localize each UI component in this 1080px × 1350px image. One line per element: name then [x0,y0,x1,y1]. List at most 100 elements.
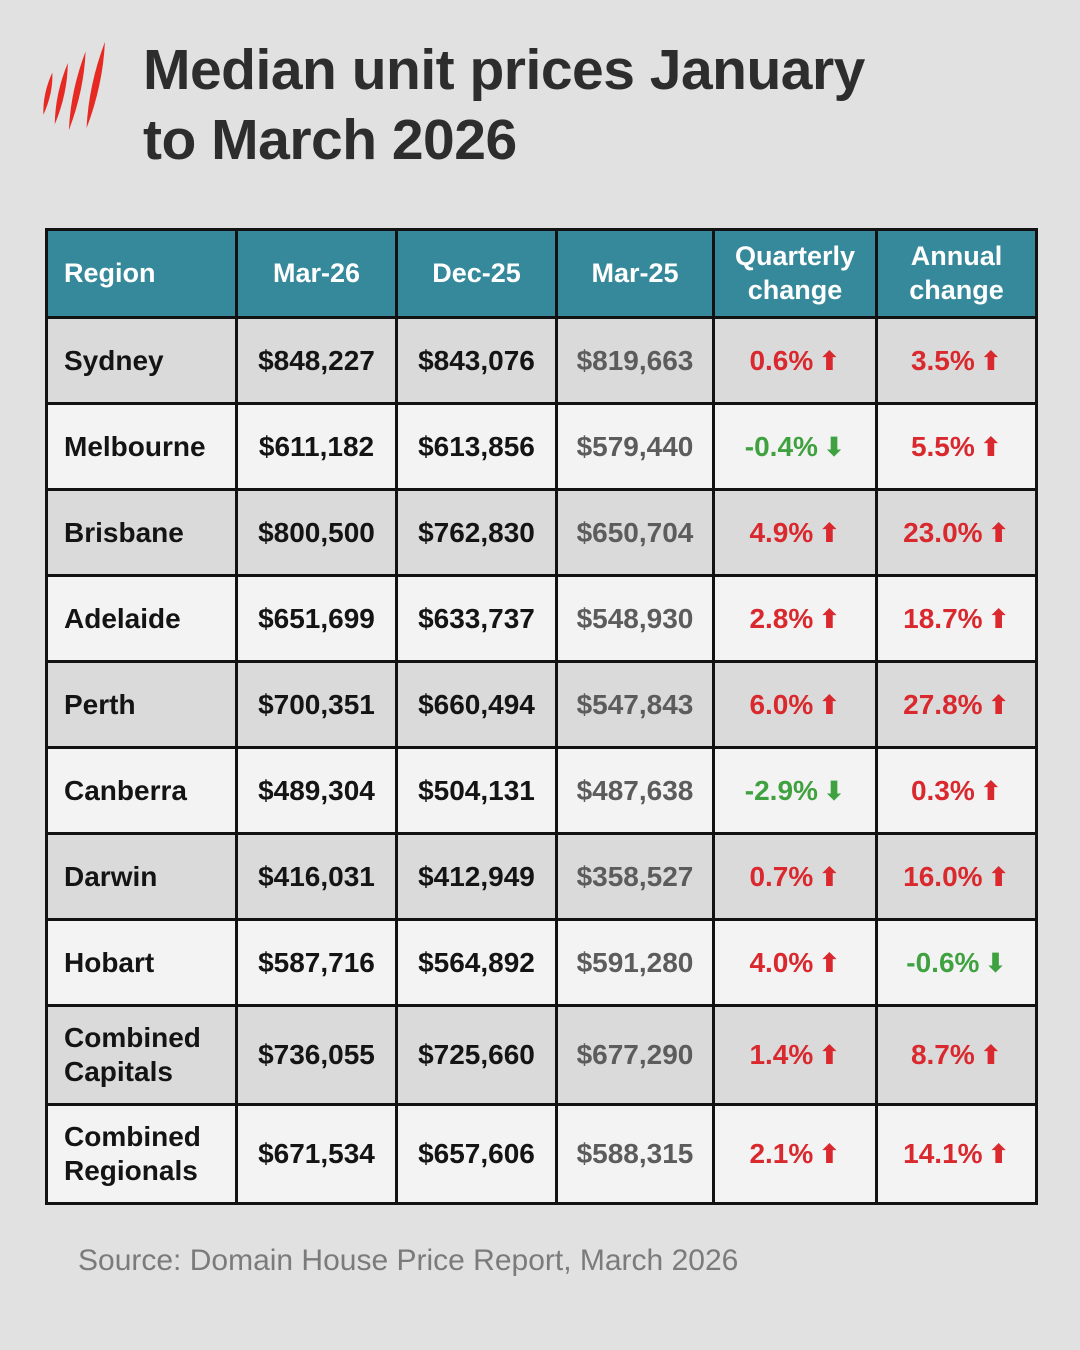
page-title-line2: to March 2026 [143,107,517,172]
region-cell: Melbourne [45,402,238,491]
quarterly-change-cell: -0.4% ⬇ [712,402,878,491]
median-unit-prices-table: Region Mar-26 Dec-25 Mar-25 Quarterly ch… [45,228,1038,1205]
mar25-cell: $588,315 [555,1103,715,1205]
mar25-cell: $547,843 [555,660,715,749]
page-title: Median unit prices January to March 2026 [143,36,1043,175]
quarterly-change-cell: -2.9% ⬇ [712,746,878,835]
change-value: 4.9% [749,516,814,548]
annual-change-cell: 27.8% ⬆ [875,660,1038,749]
annual-change-cell: 8.7% ⬆ [875,1004,1038,1106]
mar26-cell: $416,031 [235,832,398,921]
mar26-cell: $736,055 [235,1004,398,1106]
column-header-annual-change: Annual change [875,228,1038,319]
up-arrow-icon: ⬆ [987,517,1010,549]
table-row: Melbourne $611,182 $613,856 $579,440 -0.4% ⬇ 5… [45,402,1038,491]
table-row: Canberra $489,304 $504,131 $487,638 -2.9% ⬇ 0.… [45,746,1038,835]
change-value: 4.0% [749,946,814,978]
change-value: 14.1% [903,1138,983,1169]
dec25-cell: $660,494 [395,660,558,749]
region-cell: Sydney [45,316,238,405]
down-arrow-icon: ⬇ [822,775,846,807]
sbs-mercator-icon [43,41,105,131]
dec25-cell: $633,737 [395,574,558,663]
table-row: Combined Regionals $671,534 $657,606 $588,3… [45,1103,1038,1205]
dec25-cell: $613,856 [395,402,558,491]
mar26-cell: $587,716 [235,918,398,1007]
annual-change-cell: -0.6% ⬇ [875,918,1038,1007]
annual-change-cell: 18.7% ⬆ [875,574,1038,663]
up-arrow-icon: ⬆ [818,689,841,721]
region-cell: Hobart [45,918,238,1007]
region-cell: Brisbane [45,488,238,577]
dec25-cell: $843,076 [395,316,558,405]
change-value: 27.8% [903,688,983,720]
up-arrow-icon: ⬆ [818,1139,841,1170]
quarterly-change-cell: 2.8% ⬆ [712,574,878,663]
dec25-cell: $725,660 [395,1004,558,1106]
column-header-region: Region [45,228,238,319]
mar25-cell: $579,440 [555,402,715,491]
sbs-logo [43,41,105,131]
up-arrow-icon: ⬆ [987,689,1010,721]
mar26-cell: $800,500 [235,488,398,577]
mar26-cell: $848,227 [235,316,398,405]
mar25-cell: $591,280 [555,918,715,1007]
table-row: Sydney $848,227 $843,076 $819,663 0.6% ⬆ 3.5% ⬆ [45,316,1038,405]
mar26-cell: $671,534 [235,1103,398,1205]
column-header-mar26: Mar-26 [235,228,398,319]
table-row: Darwin $416,031 $412,949 $358,527 0.7% ⬆ 16.0%… [45,832,1038,921]
change-value: -0.6% [906,946,980,978]
region-cell: Darwin [45,832,238,921]
mar26-cell: $489,304 [235,746,398,835]
change-value: 0.3% [910,774,975,806]
page-title-line1: Median unit prices January [143,38,865,102]
up-arrow-icon: ⬆ [987,861,1010,893]
table-row: Adelaide $651,699 $633,737 $548,930 2.8% ⬆ 18.… [45,574,1038,663]
annual-change-cell: 5.5% ⬆ [875,402,1038,491]
change-value: 8.7% [910,1039,975,1070]
change-value: 18.7% [903,602,983,634]
annual-change-cell: 0.3% ⬆ [875,746,1038,835]
change-value: 3.5% [910,344,975,376]
dec25-cell: $412,949 [395,832,558,921]
table-row: Brisbane $800,500 $762,830 $650,704 4.9% ⬆ 23.… [45,488,1038,577]
dec25-cell: $657,606 [395,1103,558,1205]
annual-change-cell: 16.0% ⬆ [875,832,1038,921]
source-text: Source: Domain House Price Report, March… [78,1244,739,1277]
quarterly-change-cell: 0.7% ⬆ [712,832,878,921]
table-row: Combined Capitals $736,055 $725,660 $677,29… [45,1004,1038,1106]
quarterly-change-cell: 4.0% ⬆ [712,918,878,1007]
table-header-row: Region Mar-26 Dec-25 Mar-25 Quarterly ch… [45,228,1038,319]
region-cell: Adelaide [45,574,238,663]
column-header-dec25: Dec-25 [395,228,558,319]
table-row: Hobart $587,716 $564,892 $591,280 4.0% ⬆ -0.6%… [45,918,1038,1007]
annual-change-cell: 3.5% ⬆ [875,316,1038,405]
up-arrow-icon: ⬆ [818,603,841,635]
up-arrow-icon: ⬆ [979,775,1003,807]
quarterly-change-cell: 1.4% ⬆ [712,1004,878,1106]
quarterly-change-cell: 0.6% ⬆ [712,316,878,405]
up-arrow-icon: ⬆ [818,861,841,893]
up-arrow-icon: ⬆ [979,431,1003,463]
dec25-cell: $564,892 [395,918,558,1007]
change-value: 2.8% [749,602,814,634]
mar25-cell: $819,663 [555,316,715,405]
mar25-cell: $358,527 [555,832,715,921]
mar26-cell: $651,699 [235,574,398,663]
change-value: 5.5% [910,430,975,462]
dec25-cell: $762,830 [395,488,558,577]
change-value: 0.7% [749,860,814,892]
up-arrow-icon: ⬆ [987,1139,1010,1170]
change-value: -0.4% [744,430,818,462]
column-header-mar25: Mar-25 [555,228,715,319]
up-arrow-icon: ⬆ [979,1040,1003,1071]
quarterly-change-cell: 4.9% ⬆ [712,488,878,577]
up-arrow-icon: ⬆ [818,345,841,377]
region-cell: Canberra [45,746,238,835]
change-value: 0.6% [749,344,814,376]
region-cell: Perth [45,660,238,749]
down-arrow-icon: ⬇ [822,431,846,463]
up-arrow-icon: ⬆ [818,947,841,979]
change-value: 23.0% [903,516,983,548]
mar26-cell: $611,182 [235,402,398,491]
